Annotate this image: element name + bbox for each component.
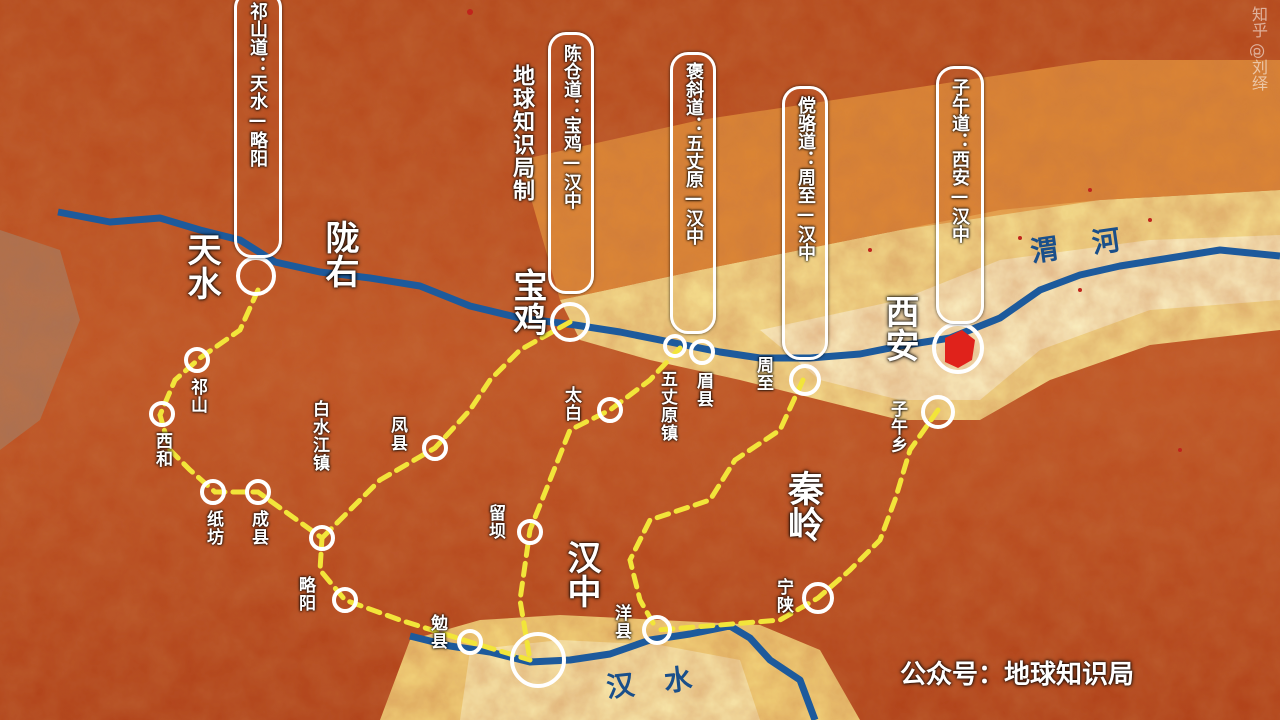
route-lines [157,287,941,663]
node-liuba[interactable] [517,519,543,545]
label-chengxian: 成县 [248,510,268,546]
minor-town-dots [467,9,1182,452]
node-fengxian[interactable] [422,435,448,461]
label-ningshan: 宁陕 [773,578,793,614]
label-xihe: 西和 [152,432,172,468]
region-longyou: 陇右 [319,220,359,288]
town-dot [1148,218,1152,222]
tangluo-route-box [782,86,828,360]
label-baoji: 宝鸡 [507,268,547,336]
node-baoji[interactable] [550,302,590,342]
node-zhifang[interactable] [200,479,226,505]
baoxie-route-label: 褒斜道：五丈原—汉中 [683,62,704,245]
node-tianshui[interactable] [236,256,276,296]
node-qishan[interactable] [184,347,210,373]
label-liuba: 留坝 [485,504,505,540]
xian-city-shape [945,330,975,368]
label-zhifang: 纸坊 [203,510,223,546]
node-baishuijiang[interactable] [309,525,335,551]
label-xian: 西安 [879,294,919,362]
town-dot [467,9,473,15]
node-chengxian[interactable] [245,479,271,505]
ziwu-route-line [654,407,941,633]
map-maker-note: 地球知识局制 [509,64,534,202]
label-baishuijiang: 白水江镇 [309,400,329,472]
node-taibai[interactable] [597,397,623,423]
node-hanzhong[interactable] [510,632,566,688]
watermark: 知乎 @刘绎 [1249,6,1268,92]
qishan-route-box [234,0,282,258]
town-dot [1018,236,1022,240]
node-wuzhangyuan[interactable] [663,334,687,358]
label-tianshui: 天水 [181,232,221,300]
ziwu-route-box [936,66,984,324]
town-dot [868,248,872,252]
label-meixian: 眉县 [693,372,713,408]
town-dot [1178,448,1182,452]
label-qishan: 祁山 [187,378,207,414]
chencang-route-line [319,319,573,541]
region-qinling: 秦岭 [782,470,823,542]
label-hanzhong: 汉中 [561,540,601,608]
town-dot [1088,188,1092,192]
label-ziwuxiang: 子午乡 [887,400,907,454]
node-mianxian[interactable] [457,629,483,655]
label-fengxian: 凤县 [387,416,407,452]
tangluo-route-line [627,377,806,633]
label-lueyang: 略阳 [295,576,315,612]
baoxie-route-box [670,52,716,334]
node-ziwuxiang[interactable] [921,395,955,429]
label-mianxian: 勉县 [427,614,447,650]
label-taibai: 太白 [561,386,581,422]
ziwu-route-label: 子午道：西安—汉中 [949,78,970,243]
node-xihe[interactable] [149,401,175,427]
label-wuzhangyuan: 五丈原镇 [657,370,677,442]
node-zhouzhi[interactable] [789,364,821,396]
tangluo-route-label: 傥骆道：周至—汉中 [795,96,816,261]
credit-text: 公众号：地球知识局 [900,660,1135,690]
chencang-route-box [548,32,594,294]
node-xian[interactable] [932,322,984,374]
town-dot [1078,288,1082,292]
node-ningshan[interactable] [802,582,834,614]
node-lueyang[interactable] [332,587,358,613]
town-nodes [149,256,984,688]
node-yangxian[interactable] [642,615,672,645]
label-zhouzhi: 周至 [753,356,773,392]
baoxie-route-line [517,345,683,663]
chencang-route-label: 陈仓道：宝鸡—汉中 [561,44,582,209]
label-yangxian: 洋县 [611,604,631,640]
node-meixian[interactable] [689,339,715,365]
qishan-route-label: 祁山道：天水—略阳 [247,2,268,167]
qishan-route-line [157,287,533,663]
